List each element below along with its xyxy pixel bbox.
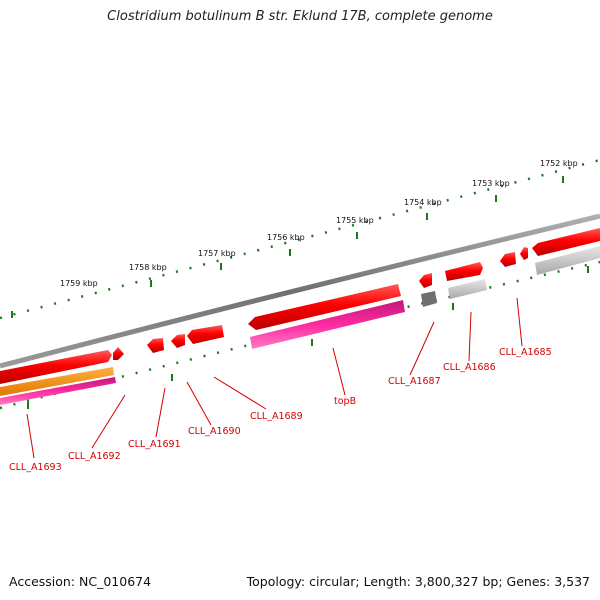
gene-cll-a1693-forward[interactable] (0, 350, 112, 384)
scale-label-1755: 1755 kbp (336, 216, 374, 225)
gene-label-cll-a1689[interactable]: CLL_A1689 (250, 411, 303, 422)
accession-text: Accession: NC_010674 (9, 574, 152, 589)
scale-major-ticks (11, 176, 564, 318)
inner-track-ticks (27, 266, 589, 409)
gene-topb-reverse[interactable] (250, 300, 405, 349)
feature-grey-band-right[interactable] (535, 246, 600, 275)
map-title: Clostridium botulinum B str. Eklund 17B,… (107, 9, 493, 24)
scale-label-1752: 1752 kbp (540, 159, 578, 168)
gene-label-cll-a1690[interactable]: CLL_A1690 (188, 426, 241, 437)
scale-label-1759: 1759 kbp (60, 279, 98, 288)
feature-magenta-band-left[interactable] (0, 377, 116, 405)
gene-forward-right[interactable] (532, 228, 600, 256)
feature-grey-block[interactable] (448, 279, 487, 299)
scale-label-1758: 1758 kbp (129, 263, 167, 272)
feature-dark-grey-block[interactable] (421, 291, 437, 307)
feature-orange-band[interactable] (0, 367, 114, 396)
gene-label-cll-a1686[interactable]: CLL_A1686 (443, 362, 496, 373)
scale-label-1753: 1753 kbp (472, 179, 510, 188)
gene-label-cll-a1693[interactable]: CLL_A1693 (9, 462, 62, 473)
gene-label-topb[interactable]: topB (334, 396, 356, 407)
gene-label-cll-a1687[interactable]: CLL_A1687 (388, 376, 441, 387)
gene-cll-a1692[interactable] (113, 347, 124, 360)
genome-summary-text: Topology: circular; Length: 3,800,327 bp… (246, 574, 590, 589)
genome-backbone (0, 213, 600, 369)
gene-cll-a1686-forward[interactable] (445, 262, 483, 281)
scale-label-1757: 1757 kbp (198, 249, 236, 258)
gene-label-cll-a1691[interactable]: CLL_A1691 (128, 439, 181, 450)
gene-topb-forward[interactable] (248, 284, 401, 330)
gene-cll-a1689[interactable] (187, 325, 224, 344)
gene-label-cll-a1685[interactable]: CLL_A1685 (499, 347, 552, 358)
label-leaders (26, 297, 523, 459)
gene-label-cll-a1692[interactable]: CLL_A1692 (68, 451, 121, 462)
gene-cll-a1690[interactable] (171, 334, 185, 348)
scale-label-1756: 1756 kbp (267, 233, 305, 242)
scale-label-1754: 1754 kbp (404, 198, 442, 207)
gene-cll-a1687[interactable] (419, 273, 432, 288)
gene-cll-a1691[interactable] (147, 338, 164, 353)
gene-small-forward[interactable] (520, 247, 528, 260)
gene-cll-a1685[interactable] (500, 252, 516, 267)
